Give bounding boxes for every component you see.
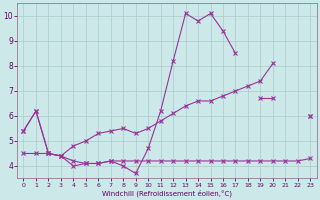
X-axis label: Windchill (Refroidissement éolien,°C): Windchill (Refroidissement éolien,°C): [102, 189, 232, 197]
